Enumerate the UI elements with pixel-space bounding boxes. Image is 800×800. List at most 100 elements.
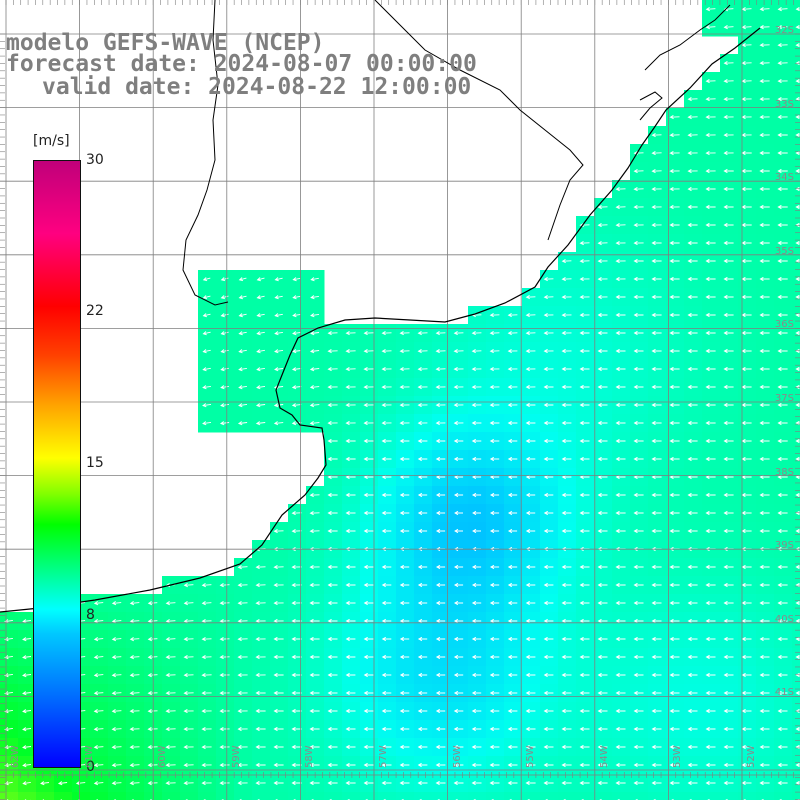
- wind-arrow: [525, 492, 536, 498]
- wind-arrow: [633, 780, 644, 786]
- wind-arrow: [489, 510, 500, 516]
- wind-arrow: [615, 223, 626, 228]
- wind-arrow: [705, 672, 716, 678]
- wind-arrow: [363, 780, 374, 786]
- wind-arrow: [759, 726, 770, 732]
- colorbar-tick: 0: [86, 759, 95, 775]
- wind-arrow: [489, 636, 500, 642]
- wind-arrow: [202, 295, 211, 300]
- wind-arrow: [129, 763, 140, 768]
- wind-arrow: [237, 744, 248, 750]
- wind-arrow: [220, 403, 230, 408]
- wind-arrow: [435, 349, 446, 354]
- wind-arrow: [669, 204, 680, 210]
- wind-arrow: [633, 169, 644, 174]
- wind-arrow: [399, 654, 410, 660]
- wind-arrow: [579, 690, 590, 696]
- field-cell: [360, 792, 379, 800]
- wind-arrow: [507, 690, 518, 696]
- wind-arrow: [22, 781, 31, 786]
- wind-arrow: [561, 438, 572, 444]
- valid-date: valid date: 2024-08-22 12:00:00: [42, 74, 472, 100]
- wind-arrow: [777, 618, 788, 624]
- wind-arrow: [165, 619, 176, 624]
- wind-arrow: [219, 421, 230, 426]
- wind-arrow: [615, 259, 626, 264]
- wind-arrow: [310, 295, 319, 300]
- wind-arrow: [759, 456, 770, 462]
- wind-arrow: [723, 582, 734, 588]
- field-cell: [108, 792, 127, 800]
- wind-arrow: [669, 348, 680, 354]
- wind-arrow: [489, 582, 500, 588]
- wind-arrow: [777, 25, 788, 30]
- wind-arrow: [202, 277, 211, 282]
- wind-arrow: [345, 349, 356, 354]
- wind-arrow: [256, 349, 265, 354]
- longitude-label: 57W: [378, 745, 389, 768]
- wind-arrow: [237, 762, 248, 768]
- wind-arrow: [129, 709, 140, 714]
- wind-arrow: [507, 492, 518, 498]
- field-cell: [234, 792, 253, 800]
- wind-arrow: [525, 510, 536, 516]
- wind-arrow: [705, 384, 716, 390]
- wind-arrow: [615, 492, 626, 498]
- wind-arrow: [22, 727, 32, 732]
- wind-arrow: [345, 618, 356, 624]
- wind-arrow: [399, 403, 410, 408]
- wind-arrow: [633, 240, 644, 246]
- wind-arrow: [669, 330, 680, 336]
- wind-arrow: [417, 367, 428, 372]
- wind-arrow: [219, 745, 230, 750]
- wind-arrow: [165, 709, 176, 714]
- wind-arrow: [723, 79, 734, 84]
- wind-arrow: [417, 385, 428, 390]
- wind-arrow: [669, 187, 680, 192]
- wind-arrow: [759, 222, 770, 228]
- wind-arrow: [669, 151, 680, 156]
- wind-arrow: [471, 636, 482, 642]
- wind-arrow: [435, 456, 446, 462]
- wind-arrow: [453, 636, 464, 642]
- wind-arrow: [759, 402, 770, 408]
- wind-arrow: [309, 349, 320, 354]
- wind-arrow: [633, 636, 644, 642]
- wind-arrow: [381, 528, 392, 534]
- wind-arrow: [561, 582, 572, 588]
- wind-arrow: [723, 726, 734, 732]
- wind-arrow: [435, 564, 446, 570]
- wind-arrow: [741, 115, 752, 120]
- wind-arrow: [687, 97, 698, 102]
- wind-arrow: [274, 367, 284, 372]
- wind-arrow: [471, 672, 482, 678]
- wind-arrow: [310, 313, 320, 318]
- wind-arrow: [183, 763, 194, 768]
- wind-arrow: [399, 708, 410, 714]
- wind-arrow: [417, 780, 428, 786]
- wind-arrow: [615, 636, 626, 642]
- wind-arrow: [615, 762, 626, 768]
- wind-arrow: [202, 331, 211, 336]
- wind-arrow: [93, 709, 104, 714]
- wind-arrow: [579, 456, 590, 462]
- wind-arrow: [399, 690, 410, 696]
- wind-arrow: [687, 420, 698, 426]
- wind-arrow: [795, 672, 800, 678]
- wind-arrow: [417, 438, 428, 444]
- wind-arrow: [777, 528, 788, 534]
- wind-arrow: [237, 780, 248, 786]
- wind-arrow: [669, 258, 680, 264]
- wind-arrow: [687, 618, 698, 624]
- wind-arrow: [777, 492, 788, 498]
- wind-arrow: [579, 762, 590, 768]
- wind-arrow: [759, 780, 770, 786]
- field-cell: [162, 792, 181, 800]
- wind-arrow: [561, 456, 572, 462]
- wind-arrow: [489, 564, 500, 570]
- wind-arrow: [129, 691, 140, 696]
- wind-arrow: [129, 745, 140, 750]
- wind-arrow: [723, 420, 734, 426]
- wind-arrow: [777, 402, 788, 408]
- wind-arrow: [165, 637, 176, 642]
